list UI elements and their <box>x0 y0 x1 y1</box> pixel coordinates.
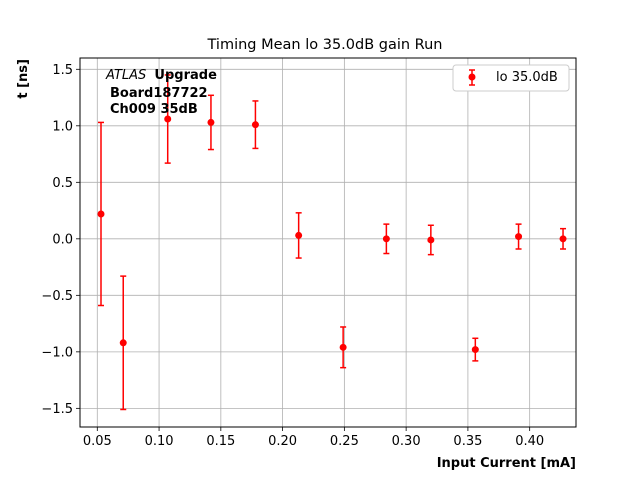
x-tick-label: 0.20 <box>268 434 297 449</box>
channel-label: Ch009 35dB <box>110 102 198 117</box>
data-point-group <box>207 94 215 151</box>
y-tick-label: −1.5 <box>41 402 73 417</box>
data-point-group <box>97 121 105 307</box>
data-point-group <box>295 212 303 259</box>
x-tick-label: 0.05 <box>83 434 112 449</box>
board-label: Board187722 <box>110 86 208 101</box>
data-point-group <box>427 224 435 256</box>
x-tick-label: 0.35 <box>453 434 482 449</box>
x-tick-label: 0.40 <box>515 434 544 449</box>
y-axis-label: t [ns] <box>16 59 31 99</box>
data-point <box>382 235 390 243</box>
legend-marker <box>468 73 476 81</box>
x-tick-label: 0.10 <box>145 434 174 449</box>
data-point-group <box>471 337 479 362</box>
data-point-group <box>251 100 259 150</box>
data-point-group <box>119 275 127 411</box>
data-point-group <box>164 74 172 164</box>
data-point <box>295 231 303 239</box>
x-tick-label: 0.30 <box>392 434 421 449</box>
legend-box <box>452 64 570 92</box>
data-point-group <box>382 223 390 255</box>
x-tick-label: 0.15 <box>206 434 235 449</box>
data-point <box>339 343 347 351</box>
data-point <box>119 339 127 347</box>
atlas-annotation: ATLAS Upgrade Board187722 Ch009 35dB <box>105 68 217 117</box>
y-tick-label: 0.0 <box>52 232 73 247</box>
data-point <box>515 233 523 241</box>
data-point-group <box>559 227 567 250</box>
atlas-label: ATLAS <box>105 68 146 83</box>
legend-label: lo 35.0dB <box>496 70 558 85</box>
y-tick-label: −1.0 <box>41 345 73 360</box>
x-axis-label: Input Current [mA] <box>437 456 576 471</box>
data-point <box>164 115 172 123</box>
legend: lo 35.0dB <box>452 64 570 92</box>
chart-title: Timing Mean lo 35.0dB gain Run <box>207 37 443 53</box>
data-point-group <box>339 326 347 369</box>
data-point <box>97 210 105 218</box>
data-point <box>559 235 567 243</box>
data-point <box>471 346 479 354</box>
data-point <box>427 236 435 244</box>
data-point-group <box>515 223 523 250</box>
data-series <box>97 74 567 411</box>
upgrade-label: Upgrade <box>154 68 217 83</box>
data-point <box>207 118 215 126</box>
data-point <box>251 121 259 129</box>
y-tick-label: −0.5 <box>41 289 73 304</box>
y-tick-label: 0.5 <box>52 176 73 191</box>
plot-area-frame <box>79 57 577 428</box>
annotation-line-1: ATLAS Upgrade <box>105 68 217 83</box>
y-tick-label: 1.5 <box>52 63 73 78</box>
x-tick-label: 0.25 <box>330 434 359 449</box>
y-tick-label: 1.0 <box>52 119 73 134</box>
axis-ticks: 0.05 0.10 0.15 0.20 0.25 0.30 0.35 0.40 −1.5 −1.0… <box>41 63 544 449</box>
grid-lines <box>80 58 576 427</box>
